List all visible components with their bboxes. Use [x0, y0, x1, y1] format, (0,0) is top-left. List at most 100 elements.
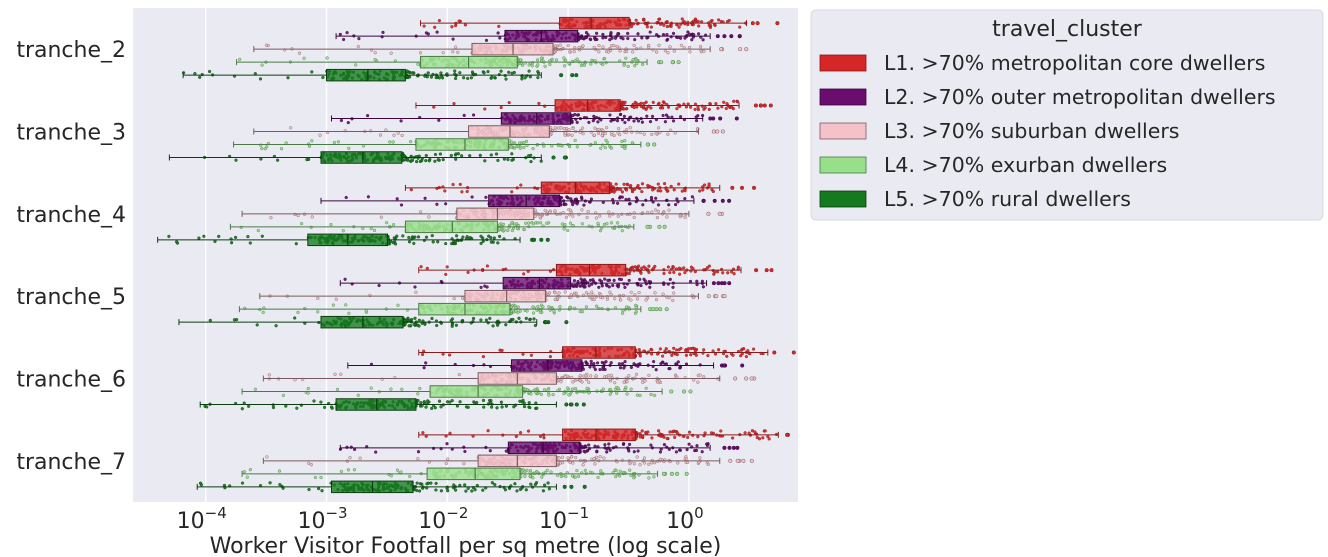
- data-point: [462, 462, 466, 466]
- data-point: [489, 240, 493, 244]
- data-point: [735, 100, 740, 104]
- data-point: [331, 303, 335, 307]
- data-point: [523, 221, 528, 225]
- data-point: [325, 56, 329, 60]
- data-point: [573, 387, 578, 391]
- data-point: [407, 235, 411, 240]
- outlier-point: [758, 103, 763, 108]
- data-point: [437, 118, 441, 122]
- data-point: [601, 36, 605, 40]
- data-point: [260, 234, 264, 238]
- box-tranche_3-L3: [468, 125, 550, 138]
- data-point: [638, 393, 642, 398]
- data-point: [641, 203, 645, 207]
- data-point: [571, 461, 575, 465]
- data-point: [678, 36, 683, 40]
- data-point: [655, 216, 659, 220]
- data-point: [571, 214, 575, 218]
- data-point: [646, 43, 651, 47]
- data-point: [583, 450, 587, 454]
- data-point: [605, 450, 609, 454]
- data-point: [509, 145, 514, 149]
- data-point: [664, 347, 668, 351]
- data-point: [473, 488, 477, 492]
- data-point: [605, 284, 609, 288]
- data-point: [649, 106, 653, 110]
- data-point: [361, 226, 365, 231]
- legend-swatch: [819, 122, 867, 140]
- data-point: [654, 368, 658, 372]
- data-point: [463, 23, 467, 27]
- data-point: [588, 470, 593, 474]
- data-point: [542, 388, 547, 392]
- data-point: [622, 63, 626, 67]
- data-point: [727, 18, 731, 23]
- data-point: [483, 107, 487, 111]
- data-point: [621, 107, 626, 111]
- data-point: [464, 405, 469, 409]
- data-point: [676, 360, 680, 364]
- data-point: [677, 25, 681, 29]
- data-point: [316, 296, 320, 300]
- grid: [205, 8, 690, 502]
- outlier-point: [712, 198, 717, 203]
- data-point: [674, 348, 679, 352]
- data-point: [705, 443, 709, 448]
- data-point: [422, 366, 426, 370]
- data-point: [690, 195, 694, 199]
- data-point: [767, 437, 771, 441]
- data-point: [580, 36, 584, 40]
- data-point: [491, 324, 495, 328]
- data-point: [663, 49, 667, 53]
- data-point: [529, 160, 533, 164]
- data-point: [507, 70, 511, 74]
- data-point: [665, 436, 669, 441]
- data-point: [678, 366, 682, 370]
- data-point: [506, 228, 510, 233]
- data-point: [590, 290, 594, 294]
- data-point: [399, 119, 403, 123]
- data-point: [525, 309, 529, 313]
- data-point: [517, 316, 521, 320]
- data-point: [601, 32, 605, 36]
- data-point: [575, 469, 579, 473]
- data-point: [434, 75, 438, 80]
- data-point: [429, 481, 433, 485]
- data-point: [661, 360, 665, 365]
- data-point: [454, 488, 458, 492]
- data-point: [583, 285, 587, 289]
- data-point: [443, 189, 447, 193]
- data-point: [589, 197, 593, 201]
- x-tick-labels: 10−4 10−3 10−2 10−1 100: [177, 504, 704, 534]
- data-point: [575, 120, 579, 124]
- data-point: [605, 297, 609, 301]
- data-point: [392, 133, 396, 137]
- data-point: [688, 50, 692, 54]
- data-point: [575, 57, 579, 61]
- data-point: [501, 222, 505, 226]
- outlier-point: [581, 402, 586, 407]
- data-point: [415, 481, 419, 485]
- data-point: [680, 189, 684, 193]
- data-point: [295, 406, 299, 410]
- outlier-point: [734, 116, 739, 121]
- data-point: [456, 152, 460, 156]
- data-point: [668, 277, 672, 281]
- outlier-point: [714, 294, 719, 299]
- data-point: [419, 210, 423, 214]
- data-point: [424, 159, 428, 163]
- data-point: [593, 141, 597, 145]
- data-point: [648, 30, 652, 34]
- data-point: [566, 43, 570, 48]
- data-point: [547, 305, 551, 309]
- data-point: [671, 298, 675, 302]
- data-point: [683, 197, 687, 201]
- outlier-point: [531, 237, 536, 242]
- data-point: [167, 234, 171, 238]
- data-point: [668, 430, 672, 434]
- data-point: [638, 354, 642, 358]
- data-point: [688, 105, 693, 109]
- data-point: [564, 202, 568, 206]
- data-point: [406, 318, 411, 322]
